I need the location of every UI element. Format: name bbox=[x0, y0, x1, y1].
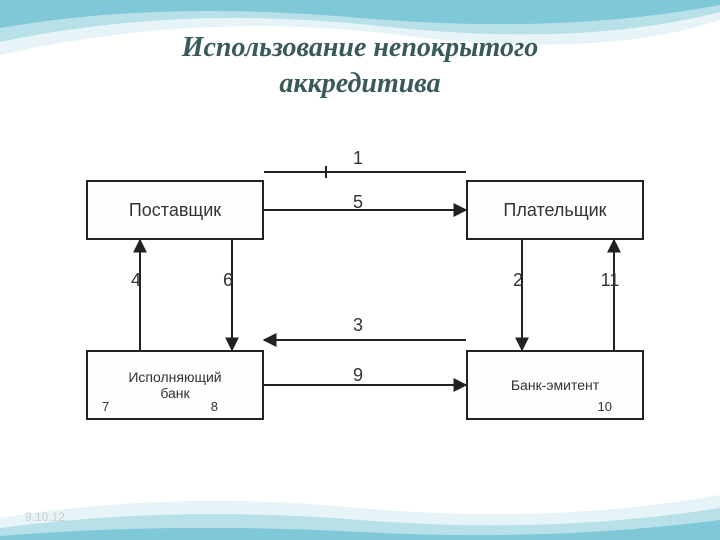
node-issuer-bank: Банк-эмитент 10 bbox=[466, 350, 644, 420]
node-exec-label2: банк bbox=[128, 385, 221, 401]
node-supplier: Поставщик bbox=[86, 180, 264, 240]
node-issuer-label: Банк-эмитент bbox=[511, 377, 599, 393]
node-executing-bank: Исполняющий банк 7 8 bbox=[86, 350, 264, 420]
exec-inner-8: 8 bbox=[211, 399, 218, 414]
edge-label-5: 5 bbox=[346, 192, 370, 213]
date-stamp: 9.10.12 bbox=[25, 510, 65, 524]
node-exec-label1: Исполняющий bbox=[128, 369, 221, 385]
issuer-inner-10: 10 bbox=[598, 399, 612, 414]
edge-label-1: 1 bbox=[346, 148, 370, 169]
edge-label-3: 3 bbox=[346, 315, 370, 336]
page-title: Использование непокрытого аккредитива bbox=[0, 30, 720, 103]
edge-label-9: 9 bbox=[346, 365, 370, 386]
node-supplier-label: Поставщик bbox=[129, 200, 221, 221]
title-line1: Использование непокрытого bbox=[0, 30, 720, 66]
title-line2: аккредитива bbox=[0, 66, 720, 102]
node-payer: Плательщик bbox=[466, 180, 644, 240]
exec-inner-7: 7 bbox=[102, 399, 109, 414]
node-payer-label: Плательщик bbox=[503, 200, 606, 221]
edge-label-6: 6 bbox=[216, 270, 240, 291]
edge-label-11: 11 bbox=[598, 270, 622, 291]
edge-label-4: 4 bbox=[124, 270, 148, 291]
edge-label-2: 2 bbox=[506, 270, 530, 291]
